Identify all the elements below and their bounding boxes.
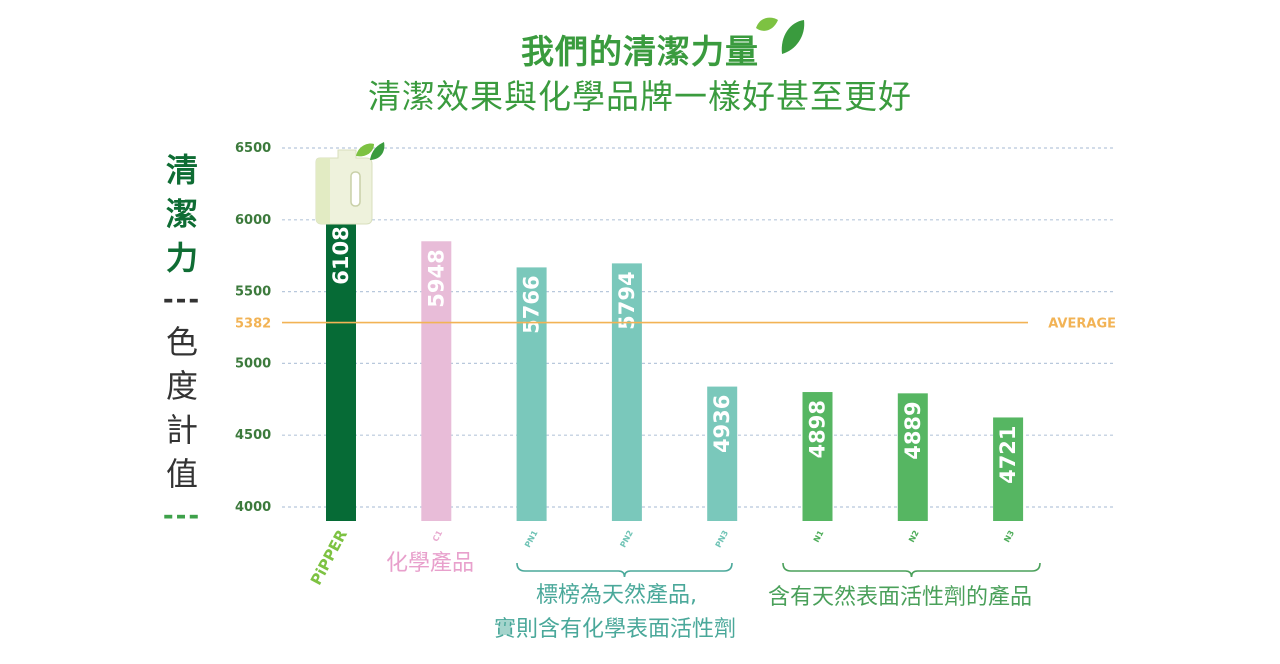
category-label: N2 (907, 529, 921, 544)
bracket-pseudo-natural (516, 562, 733, 578)
y-axis-label-char: 潔 (165, 195, 198, 233)
group-caption-pseudo-natural: 標榜為天然產品, (536, 583, 697, 608)
bar-pn1 (516, 267, 547, 521)
chart-title-line2: 清潔效果與化學品牌一樣好甚至更好 (368, 77, 912, 116)
y-axis-label-separator: --- (162, 501, 202, 531)
category-label: PN2 (618, 529, 634, 549)
y-axis-label-separator: --- (162, 285, 202, 315)
bar-n1 (802, 392, 833, 521)
bar-c1 (421, 241, 452, 521)
category-label: C1 (431, 529, 445, 544)
y-tick-label: 4000 (235, 500, 271, 515)
average-tick-label: 5382 (235, 317, 271, 332)
bar-n3 (993, 417, 1024, 521)
y-axis-label-char: 力 (165, 239, 198, 277)
y-tick-label: 5500 (235, 285, 271, 300)
y-ticks: 4000 4500 5000 5382 5500 6000 6500 (235, 141, 271, 515)
y-axis-label: 清 潔 力 --- 色 度 計 值 --- (158, 148, 206, 536)
y-tick-label: 5000 (235, 356, 271, 371)
bottle-icon (315, 142, 385, 225)
category-label: PN3 (714, 529, 730, 549)
bars (326, 218, 1024, 521)
group-caption-chemical: 化學產品 (386, 551, 475, 576)
y-tick-label: 6000 (235, 213, 271, 228)
y-axis-label-char: 計 (165, 411, 198, 449)
bar-pipper (326, 218, 356, 521)
y-tick-label: 4500 (235, 428, 271, 443)
category-label: PN1 (523, 529, 540, 550)
y-axis-label-char: 值 (165, 455, 198, 493)
value-label: 4936 (710, 395, 734, 453)
value-label: 4721 (996, 425, 1020, 483)
value-label: 4889 (901, 401, 925, 459)
bar-pn2 (611, 263, 642, 521)
y-axis-label-char: 度 (165, 367, 198, 405)
y-tick-label: 6500 (235, 141, 271, 156)
chart-title-line1: 我們的清潔力量 (521, 32, 759, 71)
bar-n2 (897, 393, 928, 521)
group-caption-pseudo-natural-line2: 實則含有化學表面活性劑 (494, 617, 737, 642)
bar-pn3 (707, 386, 738, 521)
y-axis-label-char: 清 (165, 151, 198, 189)
value-label: 5794 (615, 271, 639, 329)
average-label: AVERAGE (1048, 317, 1116, 332)
category-label: N3 (1002, 529, 1016, 544)
category-label: N1 (812, 529, 826, 544)
value-label: 5766 (520, 275, 544, 333)
bracket-natural (782, 562, 1041, 578)
group-caption-natural: 含有天然表面活性劑的產品 (768, 585, 1033, 610)
value-labels: 6108 5948 5766 5794 4936 4898 4889 4721 (329, 226, 1020, 484)
category-label: PiPPER (307, 526, 351, 588)
value-label: 5948 (424, 249, 448, 307)
group-brackets (516, 562, 1041, 578)
leaf-icon (756, 17, 805, 54)
grid-lines (282, 147, 1116, 508)
average-line-group: AVERAGE (282, 317, 1116, 332)
value-label: 4898 (806, 400, 830, 458)
chart-title: 我們的清潔力量 清潔效果與化學品牌一樣好甚至更好 (0, 30, 1280, 120)
y-axis-label-char: 色 (165, 323, 198, 361)
value-label: 6108 (329, 226, 353, 284)
